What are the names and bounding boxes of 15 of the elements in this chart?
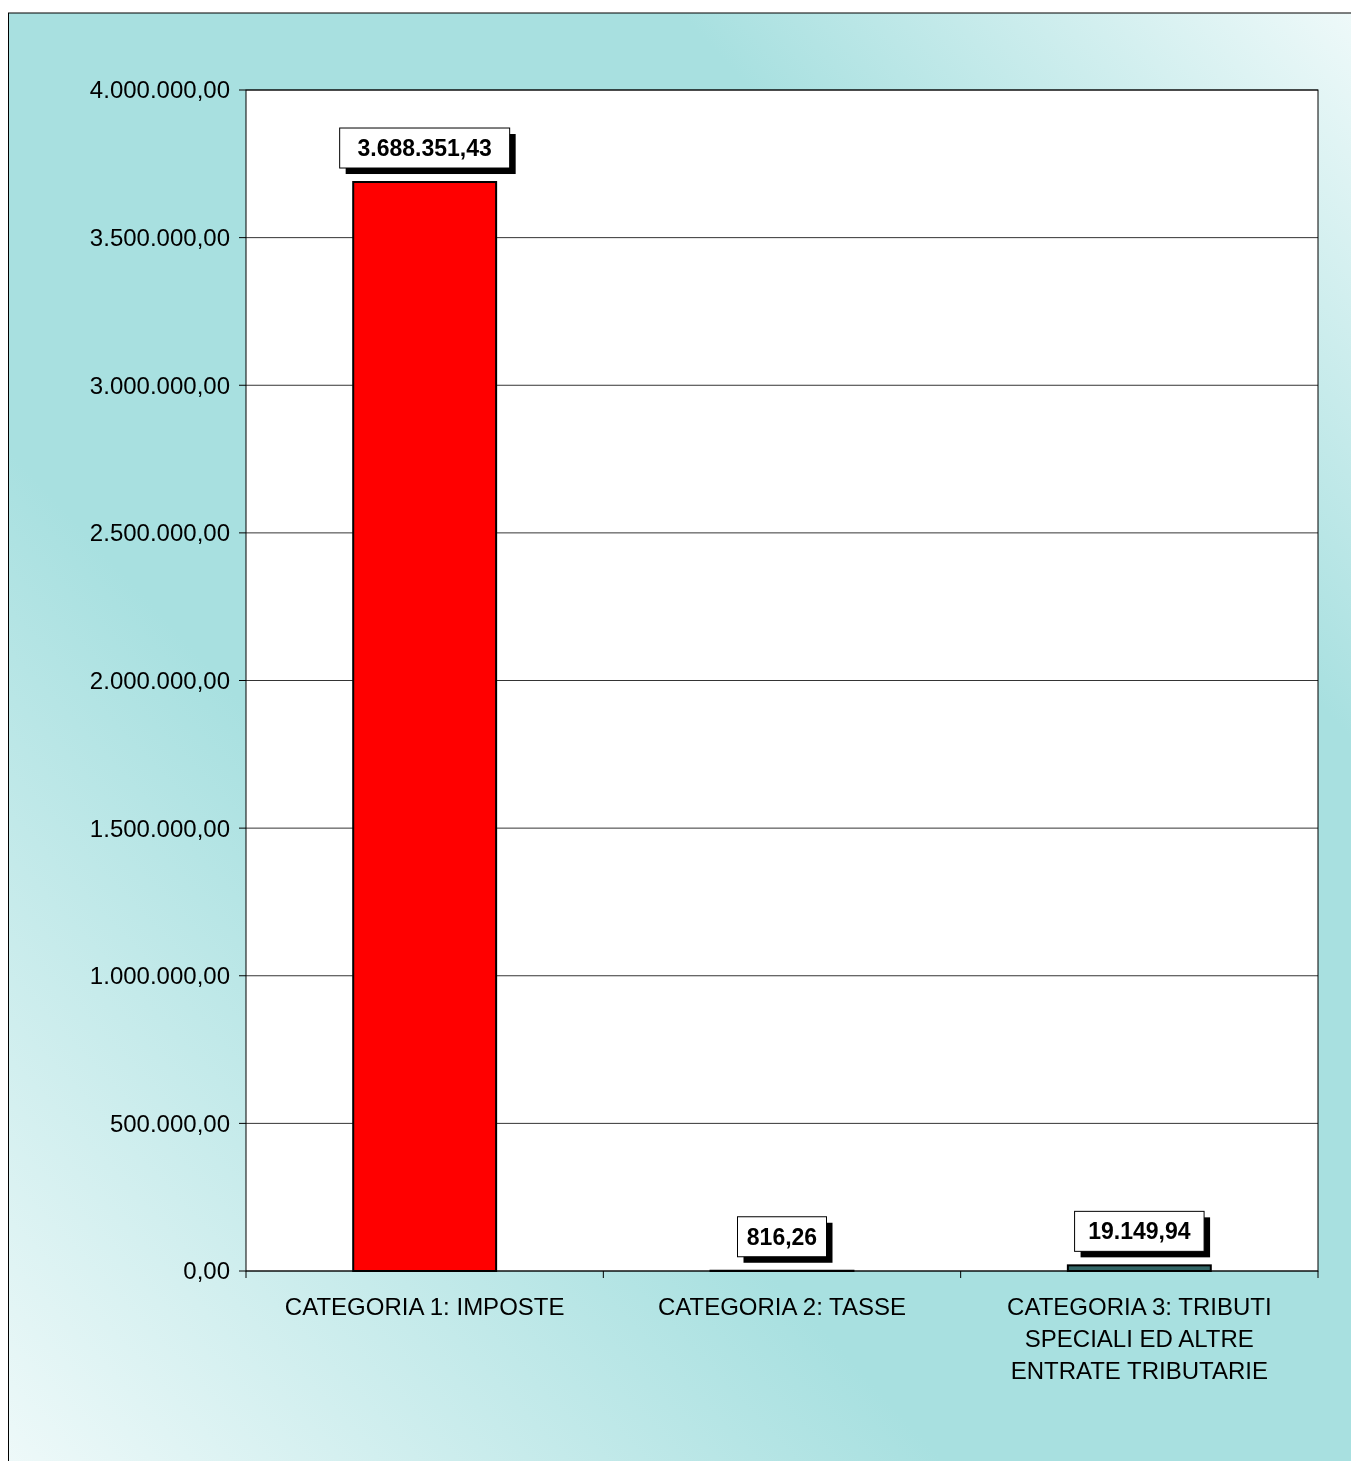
data-label: 19.149,94 [1088,1218,1191,1245]
y-tick-label: 2.500.000,00 [89,519,230,547]
y-tick-label: 3.000.000,00 [89,371,230,399]
x-tick-label: CATEGORIA 3: TRIBUTI SPECIALI ED ALTRE ENTRATE TRIBUTARIE [1007,1293,1272,1384]
data-label: 3.688.351,43 [357,135,492,162]
y-tick-label: 500.000,00 [109,1109,230,1137]
y-tick-label: 2.000.000,00 [89,666,230,694]
y-tick-label: 4.000.000,00 [89,76,230,104]
y-tick-label: 1.500.000,00 [89,814,230,842]
x-tick-label: CATEGORIA 2: TASSE [657,1293,907,1320]
y-tick-label: 1.000.000,00 [89,962,230,990]
data-label: 816,26 [746,1223,818,1250]
y-tick-label: 0,00 [183,1257,230,1285]
y-tick-label: 3.500.000,00 [89,224,230,252]
x-tick-label: CATEGORIA 1: IMPOSTE [284,1293,565,1320]
